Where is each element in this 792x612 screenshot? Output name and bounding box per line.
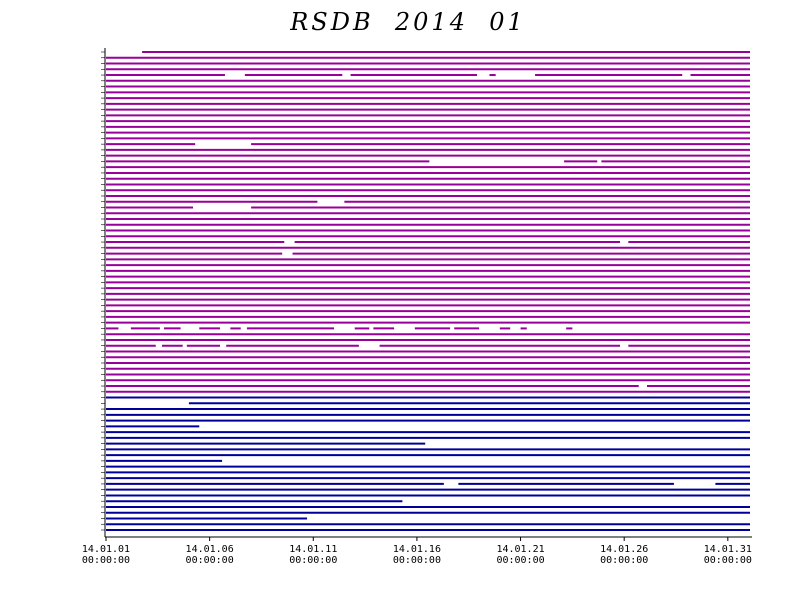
- x-tick-label-line: 14.01.26: [600, 544, 648, 555]
- x-tick-label-line: 14.01.01: [82, 544, 130, 555]
- x-tick-label-line: 00:00:00: [496, 555, 544, 566]
- chart-title: RSDB 2014 01: [289, 8, 526, 36]
- x-tick-label: 14.01.31 00:00:00: [704, 544, 752, 566]
- x-tick-label-line: 14.01.06: [186, 544, 234, 555]
- x-tick-label-line: 14.01.31: [704, 544, 752, 555]
- x-tick-label-line: 14.01.11: [289, 544, 337, 555]
- x-tick-label: 14.01.26 00:00:00: [600, 544, 648, 566]
- x-tick-label-line: 14.01.16: [393, 544, 441, 555]
- x-tick-label-line: 00:00:00: [186, 555, 234, 566]
- x-tick-label-line: 00:00:00: [393, 555, 441, 566]
- x-tick-label: 14.01.21 00:00:00: [496, 544, 544, 566]
- x-tick-label: 14.01.16 00:00:00: [393, 544, 441, 566]
- x-tick-label: 14.01.06 00:00:00: [186, 544, 234, 566]
- x-tick-label-line: 00:00:00: [600, 555, 648, 566]
- x-tick-label-line: 00:00:00: [82, 555, 130, 566]
- x-tick-label: 14.01.01 00:00:00: [82, 544, 130, 566]
- x-tick-label-line: 00:00:00: [289, 555, 337, 566]
- x-tick-label: 14.01.11 00:00:00: [289, 544, 337, 566]
- x-tick-label-line: 14.01.21: [496, 544, 544, 555]
- x-tick-label-line: 00:00:00: [704, 555, 752, 566]
